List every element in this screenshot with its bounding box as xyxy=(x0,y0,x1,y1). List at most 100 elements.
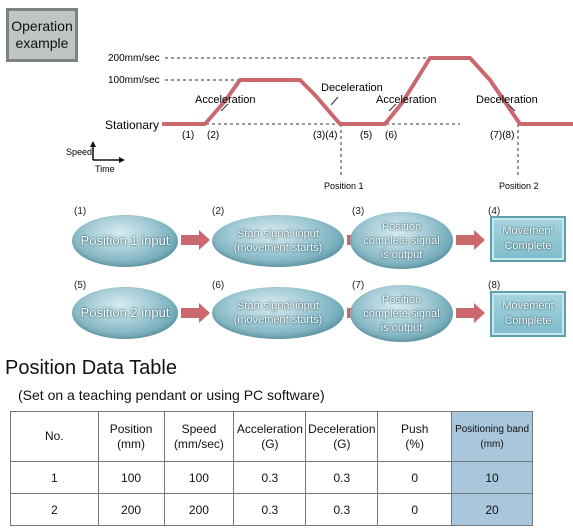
header-speed: Speed (mm/sec) xyxy=(163,411,235,462)
table-row: 2 200 200 0.3 0.3 0 20 xyxy=(10,493,533,526)
movement-complete-box-1: Movement Complete xyxy=(490,216,566,262)
speed-timing-diagram: 200mm/sec 100mm/sec Stationary Accelerat… xyxy=(66,53,573,191)
step-number-6: (6) xyxy=(212,280,225,291)
header-position: Position (mm) xyxy=(97,411,165,462)
flow-arrow-1 xyxy=(181,230,210,250)
cell-positioning-band: 10 xyxy=(451,461,533,494)
header-acceleration-unit: (G) xyxy=(261,436,279,451)
speed-200-label: 200mm/sec xyxy=(108,53,160,64)
header-positioning-band: Positioning band (mm) xyxy=(451,411,533,462)
header-acceleration: Acceleration (G) xyxy=(233,411,307,462)
position-2-label: Position 2 xyxy=(499,181,539,191)
speed-time-axis-icon: Speed Time xyxy=(66,141,125,174)
step-number-7: (7) xyxy=(352,280,365,291)
step-number-4: (4) xyxy=(488,206,501,217)
flow-arrow-3 xyxy=(456,230,485,250)
header-no: No. xyxy=(10,411,99,462)
start-signal-text-2a: Start signal input xyxy=(237,300,319,312)
header-push: Push (%) xyxy=(377,411,453,462)
position-complete-text-2a: Position xyxy=(381,293,422,306)
flow-arrow-5 xyxy=(181,303,210,323)
marker-5: (5) xyxy=(360,130,372,141)
position-data-table-title: Position Data Table xyxy=(5,357,177,379)
start-signal-node-2: Start signal input (movement starts) xyxy=(212,287,344,339)
marker-2: (2) xyxy=(207,130,219,141)
speed-axis-arrowhead xyxy=(90,141,96,147)
step-number-5: (5) xyxy=(74,280,87,291)
position-1-label: Position 1 xyxy=(324,181,364,191)
speed-axis-label: Speed xyxy=(66,147,92,157)
header-position-text: Position xyxy=(109,421,153,436)
cell-position: 200 xyxy=(97,493,165,526)
step-number-3: (3) xyxy=(352,206,365,217)
position-complete-text-2c: is output xyxy=(380,321,423,334)
position-data-table-subtitle: (Set on a teaching pendant or using PC s… xyxy=(18,387,325,403)
acceleration-2-leader xyxy=(388,103,397,112)
deceleration-label-1: Deceleration xyxy=(321,82,383,94)
header-speed-text: Speed xyxy=(181,421,217,436)
position-complete-node-1: Position complete signal is output xyxy=(350,212,453,269)
marker-6: (6) xyxy=(385,130,397,141)
header-deceleration: Deceleration (G) xyxy=(305,411,379,462)
start-signal-text-1a: Start signal input xyxy=(237,228,319,240)
deceleration-1-leader xyxy=(330,96,339,106)
header-positioning-band-text: Positioning band xyxy=(455,423,530,435)
position-1-input-node: Position 1 input xyxy=(72,215,178,267)
header-push-text: Push xyxy=(401,421,429,436)
deceleration-2-leader xyxy=(507,103,516,112)
speed-100-label: 100mm/sec xyxy=(108,75,160,86)
cell-push: 0 xyxy=(377,493,453,526)
position-complete-text-1c: is output xyxy=(380,248,423,261)
cell-no: 2 xyxy=(10,493,99,526)
movement-complete-box-2: Movement Complete xyxy=(490,291,566,337)
marker-1: (1) xyxy=(182,130,194,141)
table-row: 1 100 100 0.3 0.3 0 10 xyxy=(10,461,533,494)
step-number-8: (8) xyxy=(488,280,501,291)
header-deceleration-text: Deceleration xyxy=(308,421,376,436)
movement-complete-text-2b: Complete xyxy=(504,315,552,327)
cell-speed: 100 xyxy=(163,461,235,494)
header-deceleration-unit: (G) xyxy=(333,436,351,451)
cell-acceleration: 0.3 xyxy=(233,493,307,526)
movement-complete-text-2a: Movement xyxy=(502,300,554,312)
acceleration-label-1: Acceleration xyxy=(195,94,256,106)
header-acceleration-text: Acceleration xyxy=(236,421,303,436)
operation-example-line1: Operation xyxy=(11,18,73,34)
header-speed-unit: (mm/sec) xyxy=(173,436,224,451)
header-positioning-band-unit: (mm) xyxy=(480,438,504,450)
start-signal-text-1b: (movement starts) xyxy=(233,242,323,254)
cell-push: 0 xyxy=(377,461,453,494)
cell-deceleration: 0.3 xyxy=(305,461,379,494)
marker-7-8: (7)(8) xyxy=(490,130,514,141)
movement-complete-text-1b: Complete xyxy=(504,240,552,252)
step-number-2: (2) xyxy=(212,206,225,217)
acceleration-label-2: Acceleration xyxy=(376,94,437,106)
cell-position: 100 xyxy=(97,461,165,494)
time-axis-arrowhead xyxy=(119,157,125,163)
time-axis-label: Time xyxy=(95,164,115,174)
position-complete-text-1a: Position xyxy=(381,220,422,233)
position-data-table: No. Position (mm) Speed (mm/sec) Accelerat… xyxy=(10,411,533,526)
stationary-label: Stationary xyxy=(105,118,159,132)
header-position-unit: (mm) xyxy=(117,436,146,451)
speed-profile-line xyxy=(162,56,573,126)
cell-acceleration: 0.3 xyxy=(233,461,307,494)
acceleration-1-leader xyxy=(220,103,229,112)
start-signal-node-1: Start signal input (movement starts) xyxy=(212,215,344,267)
flow-arrow-7 xyxy=(456,303,485,323)
cell-positioning-band: 20 xyxy=(451,493,533,526)
operation-example-line2: example xyxy=(15,35,69,51)
step-number-1: (1) xyxy=(74,206,87,217)
position-complete-node-2: Position complete signal is output xyxy=(350,285,453,342)
header-no-text: No. xyxy=(44,429,64,443)
position-2-input-text: Position 2 input xyxy=(80,305,170,320)
position-complete-text-1b: complete signal xyxy=(363,234,440,247)
marker-3-4: (3)(4) xyxy=(313,130,337,141)
table-header-row: No. Position (mm) Speed (mm/sec) Accelerat… xyxy=(10,411,533,462)
operation-example-label: Operation example xyxy=(6,8,78,62)
header-push-unit: (%) xyxy=(405,436,425,451)
movement-complete-text-1a: Movement xyxy=(502,225,554,237)
position-1-input-text: Position 1 input xyxy=(80,233,170,248)
position-2-input-node: Position 2 input xyxy=(72,287,178,339)
cell-no: 1 xyxy=(10,461,99,494)
